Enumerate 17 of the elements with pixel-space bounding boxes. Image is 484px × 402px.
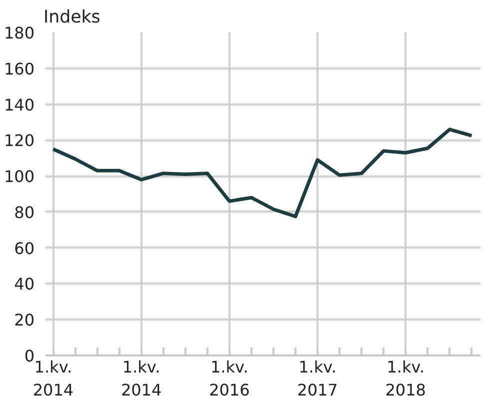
x-tick-label: 1.kv. 2018 bbox=[385, 358, 426, 400]
x-tick-label: 1.kv. 2014 bbox=[120, 358, 162, 400]
y-tick-label: 20 bbox=[14, 310, 34, 330]
x-tick-label: 1.kv. 2016 bbox=[209, 358, 250, 400]
y-tick-label: 160 bbox=[4, 59, 35, 78]
line-series bbox=[51, 128, 474, 218]
y-tick-label: 80 bbox=[14, 202, 34, 222]
y-tick-label: 140 bbox=[4, 95, 35, 114]
y-axis-title: Indeks bbox=[44, 8, 100, 28]
y-tick-label: 60 bbox=[14, 238, 34, 258]
y-tick-label: 0 bbox=[24, 346, 35, 366]
y-tick-label: 100 bbox=[4, 167, 35, 186]
y-tick-label: 120 bbox=[4, 131, 35, 150]
x-tick-label: 1.kv. 2017 bbox=[297, 358, 338, 400]
x-tick-label: 1.kv. 2014 bbox=[32, 358, 74, 400]
y-tick-label: 40 bbox=[14, 274, 34, 294]
y-tick-label: 180 bbox=[4, 24, 35, 42]
